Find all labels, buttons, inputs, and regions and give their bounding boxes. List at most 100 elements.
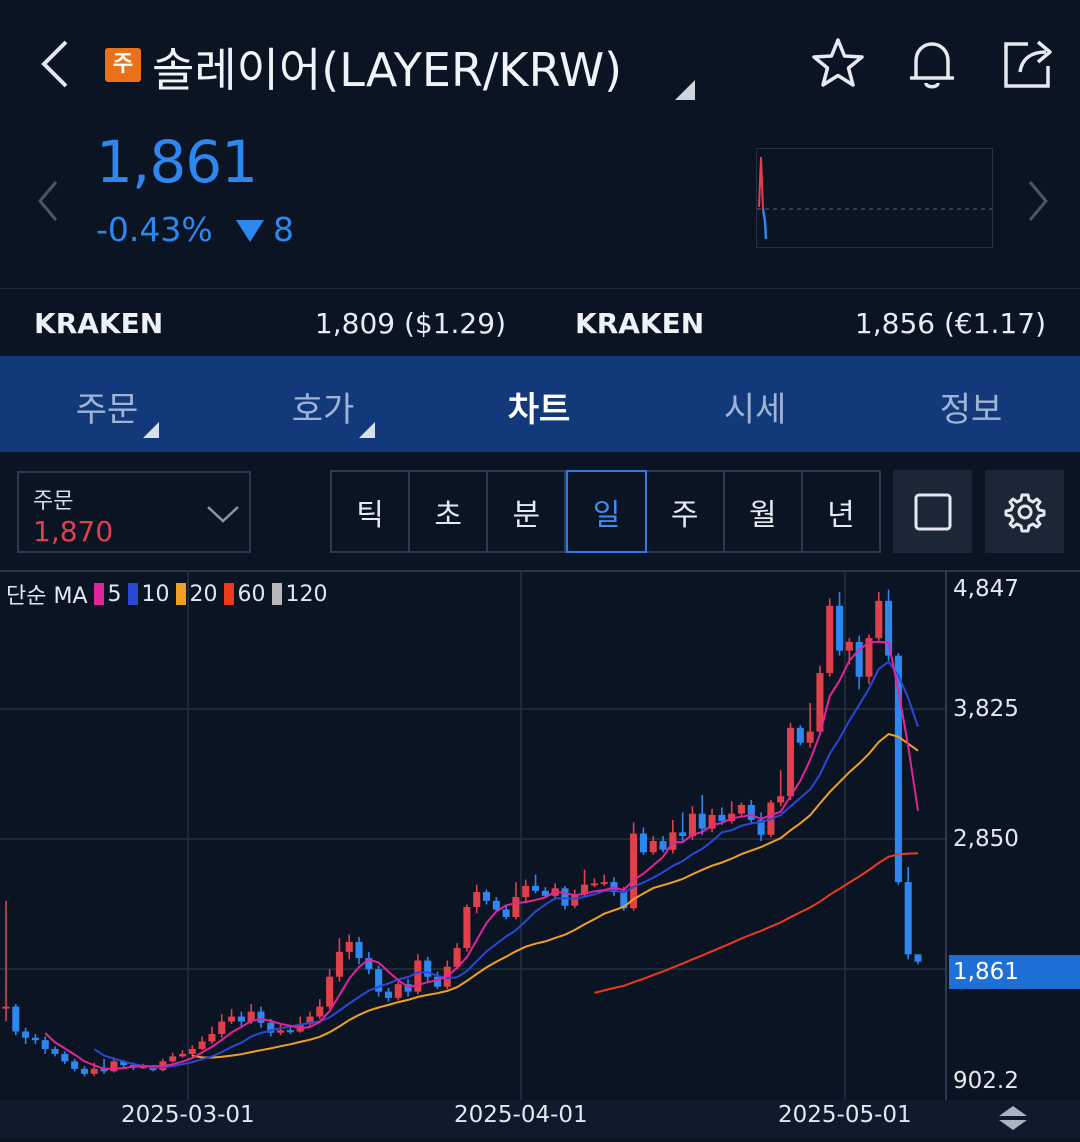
ma60-swatch (223, 583, 234, 605)
chevron-down-icon (207, 506, 239, 523)
period-month[interactable]: 월 (725, 472, 803, 551)
settings-button[interactable] (985, 470, 1064, 553)
y-tick-label: 3,825 (953, 696, 1019, 722)
fullscreen-button[interactable] (893, 470, 972, 553)
candle-body (836, 605, 844, 651)
change-percent: -0.43% (96, 210, 213, 249)
candle-body (708, 814, 716, 829)
scale-toggle-icon[interactable] (996, 1104, 1030, 1132)
top-bar: 주 솔레이어(LAYER/KRW) (0, 0, 1080, 128)
candle-body (414, 960, 422, 992)
order-label: 주문 (33, 489, 74, 514)
tab-quotes[interactable]: 시세 (723, 390, 787, 430)
candle-body (335, 951, 343, 977)
tab-info[interactable]: 정보 (939, 390, 1003, 430)
candle-body (904, 882, 912, 955)
candle-body (365, 958, 373, 970)
candle-body (188, 1048, 196, 1054)
ma10-swatch (127, 583, 138, 605)
candle-body (659, 841, 667, 850)
price-chart[interactable] (0, 570, 1080, 1138)
square-icon (914, 493, 951, 530)
candle-body (522, 885, 530, 898)
candle-body (31, 1037, 39, 1041)
x-axis-band (0, 1100, 1080, 1138)
order-dropdown[interactable]: 주문 1,870 (17, 471, 251, 553)
candle-body (453, 948, 461, 967)
candle-body (698, 813, 706, 829)
candle-body (747, 804, 755, 820)
period-tick[interactable]: 틱 (332, 472, 411, 551)
candle-body (61, 1053, 69, 1062)
stock-type-badge: 주 (105, 48, 141, 82)
back-arrow-icon[interactable] (36, 36, 76, 92)
candle-body (600, 882, 608, 885)
ma20-swatch (175, 583, 186, 605)
legend-title: 단순 MA (6, 584, 88, 609)
exchange-price: 1,809 ($1.29) (314, 307, 506, 340)
candle-body (649, 841, 657, 853)
candle-body (2, 1006, 10, 1009)
candle-body (384, 991, 392, 998)
candle-body (796, 727, 804, 743)
candle-body (482, 892, 491, 901)
exchange-name: KRAKEN (34, 307, 164, 340)
candle-body (100, 1068, 108, 1072)
prev-arrow-icon[interactable] (34, 178, 64, 224)
candle-body (247, 1011, 255, 1022)
y-tick-label: 2,850 (953, 826, 1019, 852)
period-day[interactable]: 일 (566, 470, 647, 553)
bell-icon[interactable] (902, 34, 962, 94)
candle-body (139, 1066, 147, 1069)
candle-body (169, 1056, 177, 1062)
star-icon[interactable] (808, 34, 868, 94)
candle-body (71, 1061, 79, 1069)
candle-body (237, 1016, 245, 1022)
candle-body (375, 969, 383, 992)
tab-orderbook[interactable]: 호가 (291, 390, 355, 430)
page-title[interactable]: 솔레이어(LAYER/KRW) (152, 43, 623, 97)
candle-body (639, 833, 647, 853)
tab-order[interactable]: 주문 (75, 390, 139, 430)
next-arrow-icon[interactable] (1022, 178, 1052, 224)
candle-body (326, 976, 334, 1007)
title-dropdown-icon[interactable] (675, 80, 695, 100)
candle-body (786, 727, 795, 797)
candle-body (424, 960, 432, 977)
candle-body (257, 1011, 265, 1023)
candle-body (855, 641, 863, 677)
tab-dropdown-icon (143, 422, 159, 438)
candle-body (120, 1061, 128, 1066)
candle-body (620, 892, 628, 909)
tab-chart[interactable]: 차트 (507, 390, 571, 430)
candle-body (875, 600, 883, 639)
ma20-line (192, 733, 919, 1059)
period-minute[interactable]: 분 (488, 472, 567, 551)
ma5-line (44, 640, 919, 1070)
y-tick-label: 902.2 (953, 1068, 1019, 1094)
mini-chart[interactable] (756, 148, 993, 248)
candle-body (286, 1030, 294, 1033)
candle-body (433, 976, 442, 987)
x-tick-label: 2025-03-01 (121, 1102, 255, 1128)
share-icon[interactable] (998, 34, 1058, 94)
candle-body (110, 1061, 118, 1072)
candle-body (679, 832, 687, 837)
ma5-swatch (93, 583, 104, 605)
candle-body (845, 641, 853, 651)
candle-body (914, 954, 922, 962)
candlestick-chart (0, 570, 1080, 1138)
candle-body (41, 1040, 49, 1049)
main-tabs: 주문 호가 차트 시세 정보 (0, 356, 1080, 452)
period-year[interactable]: 년 (827, 497, 855, 533)
candle-body (198, 1041, 206, 1049)
tab-dropdown-icon (359, 422, 375, 438)
ma60-label: 60 (237, 581, 266, 607)
period-week[interactable]: 주 (647, 472, 725, 551)
candle-body (571, 894, 579, 906)
candle-body (228, 1016, 236, 1022)
candle-body (22, 1031, 30, 1038)
candle-body (865, 638, 873, 677)
candle-body (581, 884, 589, 895)
period-second[interactable]: 초 (410, 472, 489, 551)
